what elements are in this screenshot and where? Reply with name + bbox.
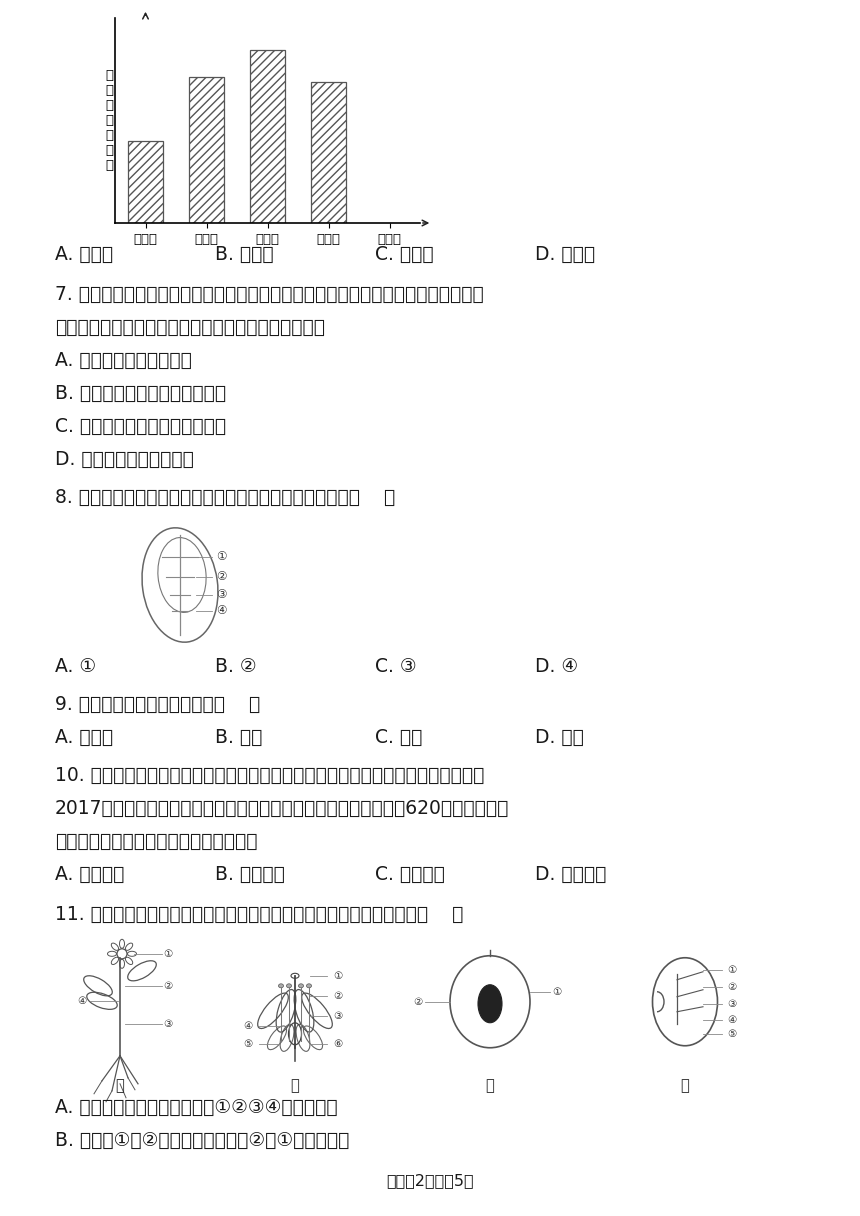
Text: 丁: 丁 [680, 1079, 690, 1093]
Text: D. 营养繁殖: D. 营养繁殖 [535, 865, 606, 884]
Text: ③: ③ [333, 1010, 342, 1020]
Text: C. 甲、乙不能结实，丙可能结实: C. 甲、乙不能结实，丙可能结实 [55, 417, 226, 437]
Text: D. 灌浆期: D. 灌浆期 [535, 244, 595, 264]
Text: C. 孢子繁殖: C. 孢子繁殖 [375, 865, 445, 884]
Text: 8. 如下图是叶芽结构示意图，其中芽原基所对应的位置是（    ）: 8. 如下图是叶芽结构示意图，其中芽原基所对应的位置是（ ） [55, 488, 396, 507]
Text: A. 向日葵: A. 向日葵 [55, 728, 114, 747]
Text: C. 玉米: C. 玉米 [375, 728, 422, 747]
Bar [128, 141, 163, 223]
Text: A. 有性繁殖: A. 有性繁殖 [55, 865, 125, 884]
Text: B. 图甲中①和②分别是由图丁中的②和①发育而来的: B. 图甲中①和②分别是由图丁中的②和①发育而来的 [55, 1131, 349, 1150]
Text: ①: ① [333, 970, 342, 981]
Text: ④: ④ [243, 1020, 253, 1031]
Text: 7. 如果在开花前，把桃花甲的雌蕊去掉，把桃花乙的雄蕊去掉，桃花丙保持完整，然: 7. 如果在开花前，把桃花甲的雌蕊去掉，把桃花乙的雄蕊去掉，桃花丙保持完整，然 [55, 285, 483, 304]
Text: A. 图甲所示幼苗是由图丁中的①②③④发育而来的: A. 图甲所示幼苗是由图丁中的①②③④发育而来的 [55, 1098, 338, 1118]
Text: ④: ④ [216, 604, 226, 618]
Text: 稻这样用种子繁殖后代的繁殖方式是（）: 稻这样用种子繁殖后代的繁殖方式是（） [55, 832, 257, 851]
Text: B. ②: B. ② [215, 657, 256, 676]
Text: 11. 下列针对绿色植物植株、花、果实和种子示意图的叙述，错误的是（    ）: 11. 下列针对绿色植物植株、花、果实和种子示意图的叙述，错误的是（ ） [55, 905, 464, 924]
Text: C. 抽穗期: C. 抽穗期 [375, 244, 433, 264]
Text: 10. 海水稻是由水稻之父袁隆平主持研究的能在盐碱地生长的水稻品种，海水稻培育: 10. 海水稻是由水稻之父袁隆平主持研究的能在盐碱地生长的水稻品种，海水稻培育 [55, 766, 484, 786]
Ellipse shape [279, 984, 284, 987]
Text: B. 豌豆: B. 豌豆 [215, 728, 262, 747]
Text: 丙: 丙 [486, 1079, 494, 1093]
Ellipse shape [306, 984, 311, 987]
Text: ②: ② [163, 981, 172, 991]
Text: 乙: 乙 [291, 1079, 299, 1093]
Text: ③: ③ [727, 998, 736, 1009]
Text: ⑤: ⑤ [243, 1038, 253, 1048]
Text: ⑤: ⑤ [727, 1029, 736, 1038]
Bar [249, 50, 286, 223]
Text: ④: ④ [727, 1014, 736, 1025]
Text: C. ③: C. ③ [375, 657, 416, 676]
Text: D. ④: D. ④ [535, 657, 578, 676]
Text: 2017年取得了重要进展，去年在海水中用种子种植后最高亩产达到620公斤。如海水: 2017年取得了重要进展，去年在海水中用种子种植后最高亩产达到620公斤。如海水 [55, 799, 509, 818]
Text: 9. 下列植物属于自花传粉的是（    ）: 9. 下列植物属于自花传粉的是（ ） [55, 696, 261, 714]
Bar [189, 78, 224, 223]
Text: ①: ① [727, 964, 736, 975]
Text: 甲: 甲 [115, 1079, 125, 1093]
Text: 后用三个塑料袋分别罩起来，扎好袋口，其结果是（）: 后用三个塑料袋分别罩起来，扎好袋口，其结果是（） [55, 319, 325, 337]
Text: D. 棉花: D. 棉花 [535, 728, 584, 747]
Y-axis label: 平
均
每
天
需
水
量: 平 均 每 天 需 水 量 [106, 69, 114, 171]
Text: A. 返青期: A. 返青期 [55, 244, 114, 264]
Text: ⑥: ⑥ [333, 1038, 342, 1048]
Text: ①: ① [163, 948, 172, 958]
Ellipse shape [298, 984, 304, 987]
Text: D. 甲、乙、丙都不能结实: D. 甲、乙、丙都不能结实 [55, 450, 194, 469]
Text: ②: ② [727, 981, 736, 992]
Ellipse shape [286, 984, 292, 987]
Text: ④: ④ [77, 996, 87, 1006]
Ellipse shape [478, 985, 502, 1023]
Text: B. 拔节期: B. 拔节期 [215, 244, 273, 264]
Text: ③: ③ [216, 589, 226, 602]
Text: ①: ① [216, 551, 226, 563]
Text: ②: ② [414, 997, 423, 1007]
Text: ①: ① [552, 986, 562, 997]
Text: A. 甲、丙能结实，乙不能: A. 甲、丙能结实，乙不能 [55, 351, 192, 370]
Text: ③: ③ [163, 1019, 172, 1029]
Text: B. 无性生殖: B. 无性生殖 [215, 865, 285, 884]
Text: ②: ② [333, 991, 342, 1001]
Bar [310, 81, 347, 223]
Text: A. ①: A. ① [55, 657, 96, 676]
Text: 试卷第2页，共5页: 试卷第2页，共5页 [386, 1173, 474, 1188]
Text: ②: ② [216, 570, 226, 584]
Text: B. 甲、丙不能结实，乙可能结实: B. 甲、丙不能结实，乙可能结实 [55, 384, 226, 402]
